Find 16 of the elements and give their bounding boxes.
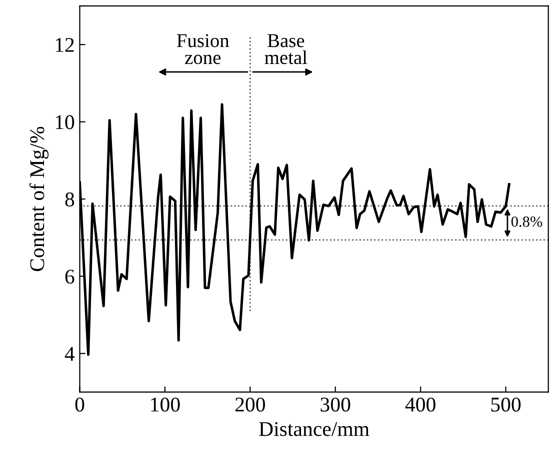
y-tick-label: 8 [65, 192, 74, 206]
annotation: Base metal [264, 34, 308, 64]
annotation: Fusion zone [176, 34, 230, 64]
x-tick-label: 100 [151, 398, 180, 412]
y-tick-label: 6 [65, 270, 74, 284]
x-axis-title: Distance/mm [259, 422, 370, 436]
x-tick-label: 500 [491, 398, 521, 412]
y-tick-label: 10 [56, 115, 74, 130]
y-axis-title: Content of Mg/% [29, 126, 48, 272]
y-tick-label: 4 [64, 347, 75, 361]
annotation: 0.8% [511, 216, 542, 227]
x-tick-label: 200 [235, 398, 265, 412]
x-tick-label: 300 [320, 398, 350, 412]
y-tick-label: 12 [56, 38, 74, 52]
x-tick-label: 0 [75, 398, 84, 412]
x-tick-label: 400 [405, 398, 436, 412]
